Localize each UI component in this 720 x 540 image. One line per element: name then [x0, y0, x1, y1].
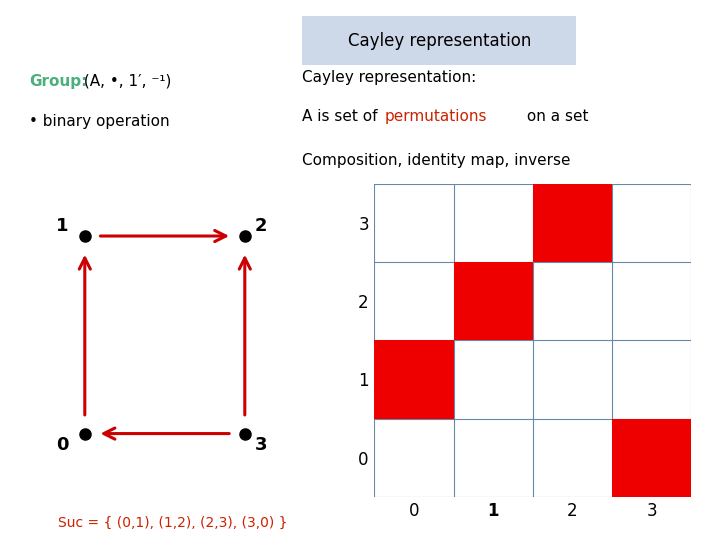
Text: 3: 3 — [255, 436, 267, 455]
Text: Cayley representation:: Cayley representation: — [302, 70, 477, 85]
Text: Cayley representation: Cayley representation — [348, 31, 531, 50]
Text: A is set of: A is set of — [302, 109, 383, 124]
Text: permutations: permutations — [385, 109, 487, 124]
Text: Composition, identity map, inverse: Composition, identity map, inverse — [302, 153, 571, 168]
Text: 2: 2 — [255, 217, 267, 235]
Bar — [533, 184, 612, 262]
Text: on a set: on a set — [522, 109, 589, 124]
Text: 0: 0 — [56, 436, 68, 455]
Bar — [374, 340, 454, 418]
Text: Suc = { (0,1), (1,2), (2,3), (3,0) }: Suc = { (0,1), (1,2), (2,3), (3,0) } — [58, 516, 287, 530]
Text: (A, •, 1′, ⁻¹): (A, •, 1′, ⁻¹) — [79, 74, 171, 89]
Bar — [612, 418, 691, 497]
Bar — [454, 262, 533, 340]
Text: Group:: Group: — [29, 74, 87, 89]
Text: • binary operation: • binary operation — [29, 114, 169, 129]
Text: 1: 1 — [56, 217, 68, 235]
